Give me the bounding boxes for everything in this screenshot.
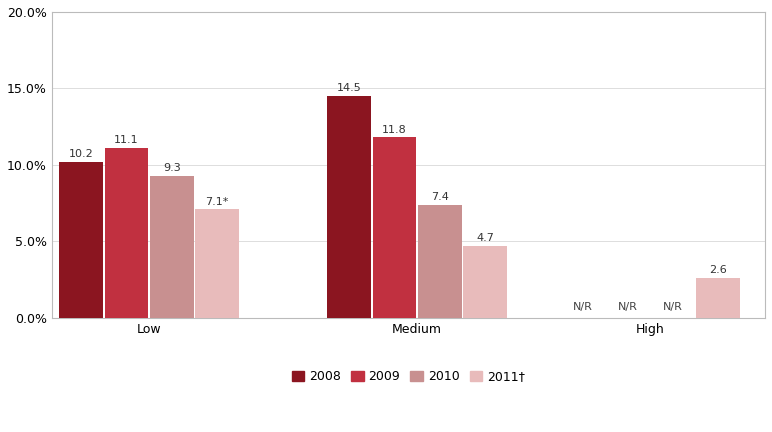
- Text: 2.6: 2.6: [709, 265, 727, 275]
- Text: 9.3: 9.3: [163, 163, 181, 173]
- Text: N/R: N/R: [572, 302, 592, 312]
- Bar: [696, 278, 740, 318]
- Legend: 2008, 2009, 2010, 2011†: 2008, 2009, 2010, 2011†: [286, 365, 530, 388]
- Bar: [59, 162, 103, 318]
- Bar: [150, 176, 194, 318]
- Text: 10.2: 10.2: [69, 149, 93, 159]
- Text: N/R: N/R: [618, 302, 638, 312]
- Text: 14.5: 14.5: [337, 83, 361, 93]
- Bar: [327, 96, 371, 318]
- Bar: [418, 205, 462, 318]
- Text: N/R: N/R: [663, 302, 682, 312]
- Bar: [373, 137, 416, 318]
- Bar: [195, 209, 239, 318]
- Text: 11.8: 11.8: [382, 125, 407, 135]
- Text: 7.4: 7.4: [431, 192, 449, 202]
- Bar: [104, 148, 148, 318]
- Text: 4.7: 4.7: [476, 233, 494, 243]
- Bar: [463, 246, 507, 318]
- Text: 7.1*: 7.1*: [205, 197, 229, 206]
- Text: 11.1: 11.1: [114, 135, 139, 145]
